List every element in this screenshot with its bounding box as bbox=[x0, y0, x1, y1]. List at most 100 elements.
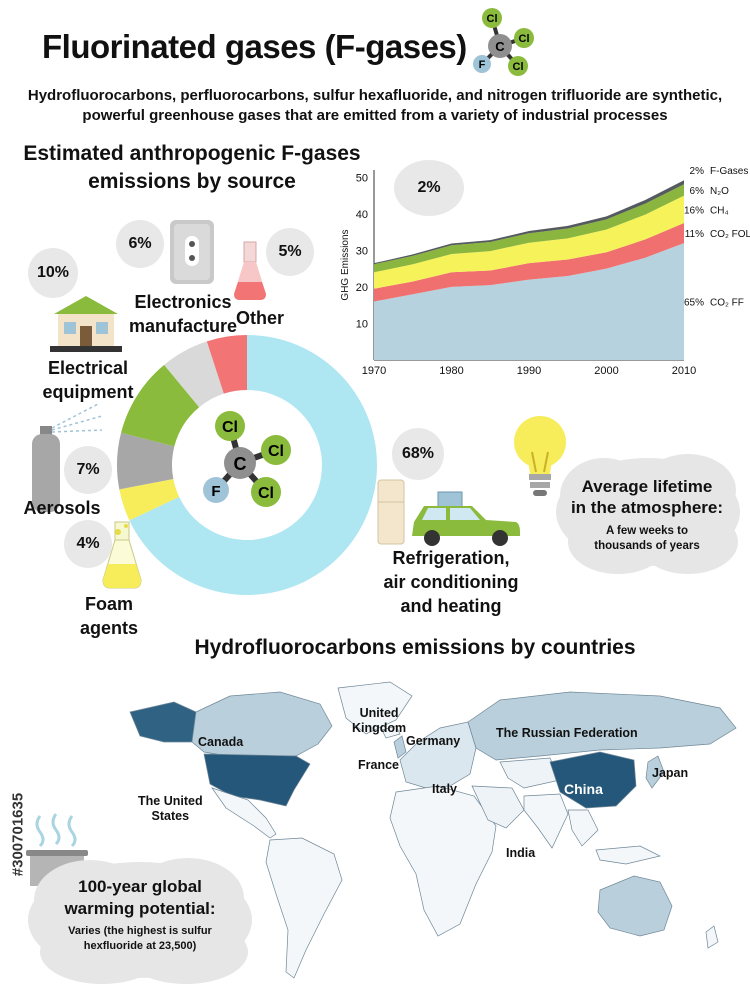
other-percent-bubble: 5% bbox=[266, 228, 314, 276]
page-title: Fluorinated gases (F-gases) bbox=[42, 28, 467, 65]
series-share-label: 2% bbox=[690, 166, 705, 177]
atom-cl-label: Cl bbox=[258, 485, 274, 502]
y-tick-label: 20 bbox=[356, 282, 368, 294]
africa-shape bbox=[389, 785, 497, 937]
south-america-shape bbox=[265, 837, 343, 979]
x-tick-label: 1970 bbox=[362, 365, 386, 377]
usa-shape bbox=[203, 753, 311, 807]
sources-title: Estimated anthropogenic F-gases emission… bbox=[23, 142, 361, 193]
atom-cl-label: Cl bbox=[513, 61, 524, 73]
canada-shape bbox=[191, 691, 333, 759]
donut-slice-aerosols bbox=[116, 432, 175, 490]
gwp-text: Varies (the highest is sulfur hexfluorid… bbox=[68, 925, 212, 952]
fridge-car-icon bbox=[377, 479, 520, 546]
gwp-title: 100-year global warming potential: bbox=[64, 877, 216, 918]
country-label-france: France bbox=[358, 758, 399, 772]
electronics-device-icon bbox=[170, 220, 214, 284]
greenland-shape bbox=[337, 681, 413, 735]
foam-percent-bubble: 4% bbox=[64, 520, 112, 568]
series-name-label: CO₂ FOLU bbox=[710, 229, 750, 240]
europe-shape bbox=[399, 721, 477, 789]
atom-f-label: F bbox=[211, 483, 220, 500]
area-series-2 bbox=[374, 195, 684, 289]
series-name-label: CO₂ FF bbox=[710, 298, 744, 309]
aerosol-can-icon bbox=[32, 403, 103, 512]
australia-shape bbox=[597, 875, 673, 937]
x-tick-label: 2010 bbox=[672, 365, 696, 377]
japan-shape bbox=[645, 755, 665, 789]
series-share-label: 11% bbox=[685, 229, 704, 240]
country-label-russia: The Russian Federation bbox=[496, 726, 638, 740]
subtitle-line: powerful greenhouse gases that are emitt… bbox=[82, 107, 668, 124]
countries-title: Hydrofluorocarbons emissions by countrie… bbox=[194, 636, 636, 659]
gwp-panel: 100-year global warming potential: Varie… bbox=[40, 876, 240, 954]
subtitle-line: Hydrofluorocarbons, perfluorocarbons, su… bbox=[27, 87, 723, 104]
atom-cl-label: Cl bbox=[268, 443, 284, 460]
lifetime-text: A few weeks to thousands of years bbox=[594, 525, 700, 552]
electrical-percent-bubble: 10% bbox=[28, 248, 78, 298]
page-subtitle: Hydrofluorocarbons, perfluorocarbons, su… bbox=[0, 86, 750, 126]
lifetime-cloud-shape bbox=[556, 454, 740, 574]
series-share-label: 65% bbox=[684, 298, 704, 309]
lifetime-panel: Average lifetime in the atmosphere: A fe… bbox=[552, 476, 742, 554]
x-tick-label: 1990 bbox=[517, 365, 541, 377]
donut-slice-electrical-equipment bbox=[121, 364, 200, 447]
alaska-shape bbox=[129, 701, 197, 743]
header-molecule-icon: Cl Cl Cl F C bbox=[473, 8, 534, 76]
area-series-1 bbox=[374, 222, 684, 302]
house-icon bbox=[50, 296, 122, 352]
atom-cl-label: Cl bbox=[222, 419, 238, 436]
country-label-italy: Italy bbox=[432, 782, 458, 796]
donut-slice-electronics-manufacture bbox=[164, 341, 224, 408]
atom-c-label: C bbox=[234, 454, 247, 474]
fgas-share-bubble: 2% bbox=[394, 160, 464, 216]
lifetime-title: Average lifetime in the atmosphere: bbox=[570, 477, 724, 517]
country-label-japan: Japan bbox=[652, 766, 689, 780]
refrigeration-percent-bubble: 68% bbox=[392, 428, 444, 480]
y-tick-label: 50 bbox=[356, 172, 368, 184]
country-label-india: India bbox=[506, 846, 536, 860]
china-shape bbox=[549, 751, 637, 809]
atom-cl-label: Cl bbox=[487, 13, 498, 25]
ghg-area-chart: 65% CO₂ FF 11% CO₂ FOLU 16% CH₄ 6% N₂O 2% F-Gases… bbox=[340, 166, 750, 377]
series-share-label: 6% bbox=[690, 186, 705, 197]
gwp-cloud-shape bbox=[28, 858, 252, 984]
electronics-label: Electronics manufacture bbox=[128, 292, 238, 336]
electrical-label: Electrical equipment bbox=[42, 358, 134, 402]
x-tick-label: 2000 bbox=[594, 365, 618, 377]
foam-flask-icon bbox=[102, 521, 142, 589]
india-shape bbox=[523, 793, 569, 849]
electronics-percent-bubble: 6% bbox=[116, 220, 164, 268]
donut-slice-refrigeration-air-conditioning-and-heating bbox=[129, 335, 377, 595]
atom-f-label: F bbox=[479, 59, 486, 71]
atom-c-label: C bbox=[495, 39, 505, 54]
series-name-label: N₂O bbox=[710, 186, 729, 197]
refrigeration-label: Refrigeration, air conditioning and heat… bbox=[383, 548, 519, 616]
russia-shape bbox=[467, 691, 737, 761]
foam-label: Foam agents bbox=[79, 594, 139, 638]
flask-icon bbox=[234, 241, 266, 300]
x-tick-label: 1980 bbox=[439, 365, 463, 377]
country-label-germany: Germany bbox=[406, 734, 461, 748]
country-label-canada: Canada bbox=[198, 735, 244, 749]
uk-shape bbox=[393, 735, 407, 759]
series-share-label: 16% bbox=[684, 205, 704, 216]
area-series-0 bbox=[374, 243, 684, 360]
donut-slice-foam-agents bbox=[119, 479, 180, 521]
lightbulb-icon bbox=[514, 416, 566, 496]
y-tick-label: 40 bbox=[356, 209, 368, 221]
world-map bbox=[129, 681, 737, 979]
sources-donut-chart bbox=[116, 335, 377, 595]
mexico-shape bbox=[211, 787, 277, 839]
donut-slice-other bbox=[206, 335, 247, 394]
atom-cl-label: Cl bbox=[519, 33, 530, 45]
country-label-uk: United Kingdom bbox=[352, 706, 407, 735]
aerosols-label: Aerosols bbox=[23, 498, 101, 518]
country-label-us: The United States bbox=[138, 794, 203, 823]
series-name-label: CH₄ bbox=[710, 205, 729, 216]
country-label-china: China bbox=[564, 781, 603, 797]
other-label: Other bbox=[235, 308, 284, 328]
y-tick-label: 30 bbox=[356, 245, 368, 257]
y-tick-label: 10 bbox=[356, 318, 368, 330]
aerosols-percent-bubble: 7% bbox=[64, 446, 112, 494]
